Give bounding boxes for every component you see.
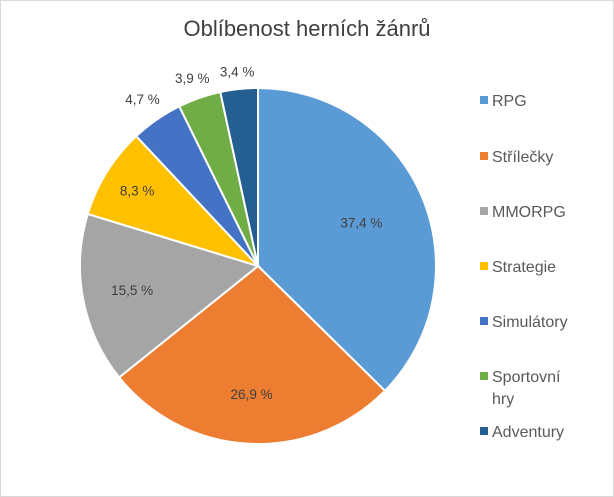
legend-label-strategie: Strategie	[492, 259, 556, 276]
data-label-sportovni-hry: 3,9 %	[175, 71, 210, 86]
slice-adventury	[219, 86, 259, 267]
data-label-rpg: 37,4 %	[340, 216, 382, 231]
legend-item-strilecky: Střílečky	[480, 149, 553, 166]
chart-title: Oblíbenost herních žánrů	[183, 16, 431, 41]
slice-mmorpg	[79, 212, 261, 379]
legend-label-simulatory: Simulátory	[492, 314, 568, 331]
slice-strilecky	[117, 264, 387, 445]
legend-item-adventury: Adventury	[480, 424, 564, 441]
data-label-simulatory: 4,7 %	[125, 92, 160, 107]
legend-swatch-strilecky	[480, 152, 488, 160]
legend-item-simulatory: Simulátory	[480, 314, 568, 331]
pie-slices	[79, 86, 437, 445]
legend-swatch-mmorpg	[480, 207, 488, 215]
legend-label-strilecky: Střílečky	[492, 149, 553, 166]
legend-swatch-adventury	[480, 427, 488, 435]
legend-swatch-simulatory	[480, 317, 488, 325]
legend-swatch-strategie	[480, 262, 488, 270]
legend-label-sportovni-hry: hry	[492, 391, 514, 408]
data-label-adventury: 3,4 %	[220, 64, 255, 79]
legend-label-mmorpg: MMORPG	[492, 204, 566, 221]
legend-swatch-rpg	[480, 96, 488, 104]
data-label-strilecky: 26,9 %	[231, 387, 273, 402]
legend-item-sportovni-hry: Sportovní hry	[480, 369, 561, 408]
data-labels: 37,4 % 26,9 % 15,5 % 8,3 % 4,7 % 3,9 % 3,4 %	[111, 64, 382, 402]
legend-item-strategie: Strategie	[480, 259, 556, 276]
slice-strategie	[86, 134, 262, 269]
data-label-strategie: 8,3 %	[120, 184, 155, 199]
legend-swatch-sportovni-hry	[480, 372, 488, 380]
legend-label-adventury: Adventury	[492, 424, 564, 441]
legend-label-rpg: RPG	[492, 93, 527, 110]
legend-item-mmorpg: MMORPG	[480, 204, 566, 221]
slice-rpg	[257, 86, 437, 393]
legend-item-rpg: RPG	[480, 93, 527, 110]
legend-label-sportovni-hry: Sportovní	[492, 369, 561, 386]
legend: RPG Střílečky MMORPG Strategie Simulátory Spo…	[480, 93, 568, 441]
data-label-mmorpg: 15,5 %	[111, 283, 153, 298]
